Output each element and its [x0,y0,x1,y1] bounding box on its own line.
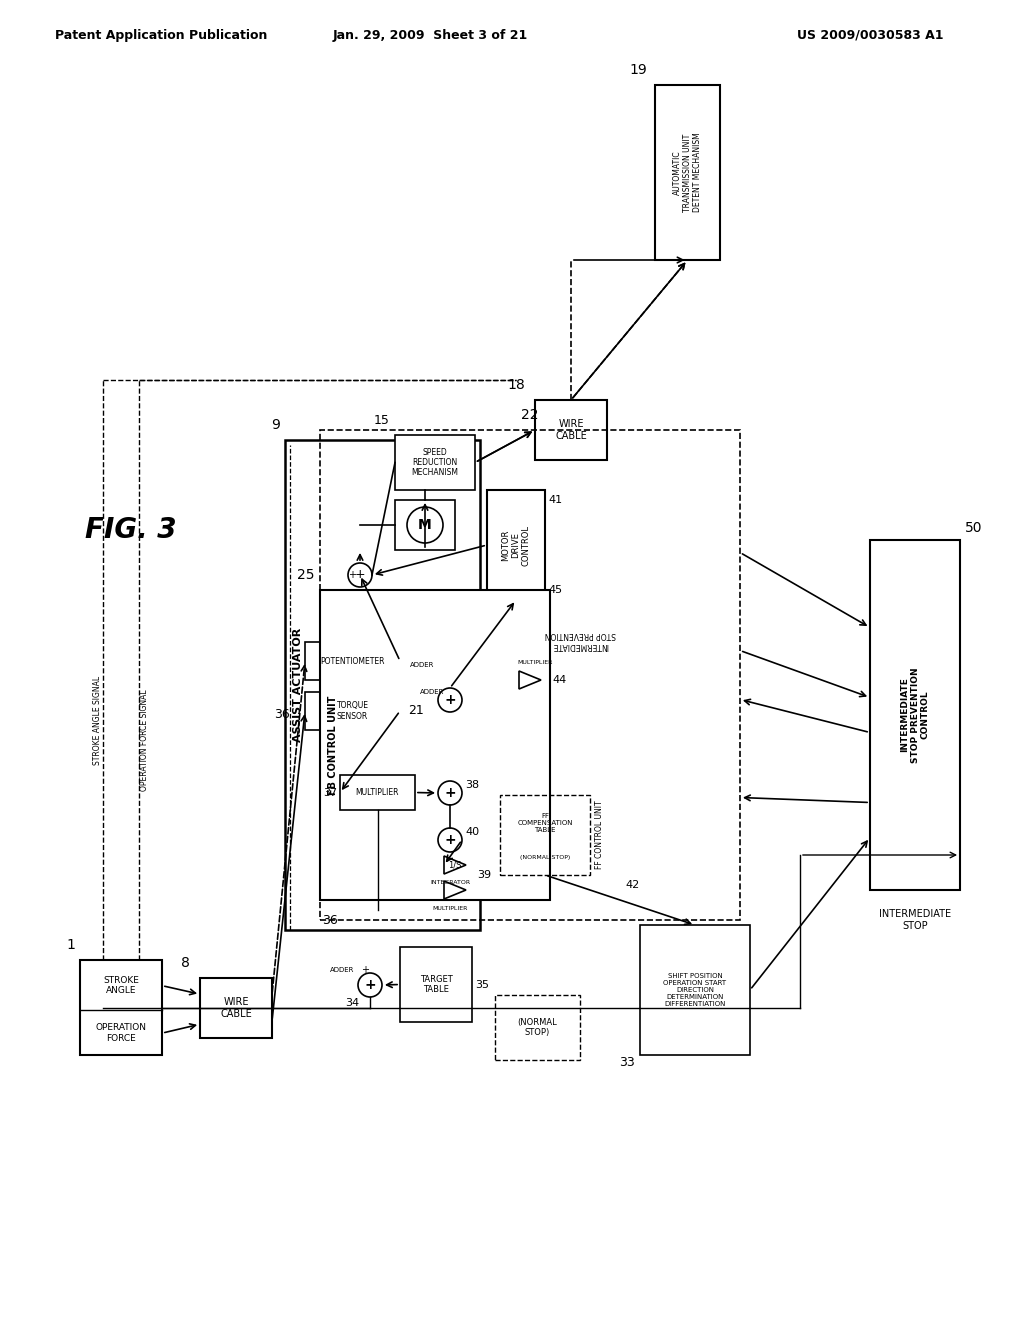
Text: +: + [361,965,369,975]
FancyBboxPatch shape [340,775,415,810]
Text: (NORMAL STOP): (NORMAL STOP) [520,855,570,859]
Text: 44: 44 [552,675,566,685]
FancyBboxPatch shape [305,692,400,730]
Text: WIRE
CABLE: WIRE CABLE [555,420,587,441]
Text: US 2009/0030583 A1: US 2009/0030583 A1 [797,29,943,41]
FancyBboxPatch shape [200,978,272,1038]
Text: 1: 1 [67,939,75,952]
Text: 40: 40 [465,828,479,837]
Text: 36: 36 [274,709,290,722]
Text: POTENTIOMETER: POTENTIOMETER [321,656,385,665]
Text: 18: 18 [507,378,525,392]
Text: MULTIPLIER: MULTIPLIER [432,906,468,911]
Text: INTERMEDIATE
STOP PREVENTION
CONTROL: INTERMEDIATE STOP PREVENTION CONTROL [900,667,930,763]
FancyBboxPatch shape [487,490,545,601]
Text: ADDER: ADDER [420,689,444,696]
Text: ASSIST ACTUATOR: ASSIST ACTUATOR [293,628,303,742]
Text: WIRE
CABLE: WIRE CABLE [220,997,252,1019]
Text: 50: 50 [965,521,982,535]
Text: OPERATION FORCE SIGNAL: OPERATION FORCE SIGNAL [139,689,148,791]
Text: +: + [444,785,456,800]
Text: 15: 15 [374,414,390,426]
Text: 9: 9 [271,418,280,432]
Text: FF CONTROL UNIT: FF CONTROL UNIT [595,801,604,870]
Text: INTERMEDIATE
STOP: INTERMEDIATE STOP [879,909,951,931]
Text: 1/S: 1/S [449,861,462,870]
Text: +: + [354,568,366,581]
Text: FB CONTROL UNIT: FB CONTROL UNIT [328,696,338,795]
FancyBboxPatch shape [319,590,550,900]
Text: 21: 21 [408,705,424,718]
Text: STROKE ANGLE SIGNAL: STROKE ANGLE SIGNAL [93,676,102,764]
Text: 8: 8 [181,956,190,970]
Text: +: + [365,978,376,993]
Text: +: + [444,693,456,708]
Text: MULTIPLIER: MULTIPLIER [517,660,553,664]
Text: ADDER: ADDER [410,663,434,668]
Text: FF
COMPENSATION
TABLE: FF COMPENSATION TABLE [517,813,572,833]
FancyBboxPatch shape [400,946,472,1022]
FancyBboxPatch shape [655,84,720,260]
Text: TARGET
TABLE: TARGET TABLE [420,974,453,994]
Text: MULTIPLIER: MULTIPLIER [355,788,399,797]
FancyBboxPatch shape [395,436,475,490]
Text: OPERATION
FORCE: OPERATION FORCE [95,1023,146,1043]
Text: 25: 25 [298,568,315,582]
Text: 37: 37 [323,788,337,797]
Text: +: + [348,570,356,579]
Text: (NORMAL
STOP): (NORMAL STOP) [517,1018,557,1038]
Text: 35: 35 [475,979,489,990]
Text: 22: 22 [521,408,539,422]
Text: 45: 45 [548,585,562,595]
Text: 34: 34 [345,998,359,1008]
Text: 39: 39 [477,870,492,880]
Text: 42: 42 [625,880,639,890]
Text: M: M [418,517,432,532]
Text: 33: 33 [620,1056,635,1069]
Text: +: + [444,833,456,847]
Text: 41: 41 [548,495,562,506]
FancyBboxPatch shape [640,925,750,1055]
Text: INTEGRATOR: INTEGRATOR [430,880,470,886]
Text: AUTOMATIC
TRANSMISSION UNIT
DETENT MECHANISM: AUTOMATIC TRANSMISSION UNIT DETENT MECHA… [673,132,702,213]
Text: INTERMEDIATE
STOP PREVENTION: INTERMEDIATE STOP PREVENTION [545,630,615,649]
Text: ADDER: ADDER [330,968,354,973]
FancyBboxPatch shape [80,960,162,1055]
FancyBboxPatch shape [285,440,480,931]
Text: 36: 36 [323,913,338,927]
Text: STROKE
ANGLE: STROKE ANGLE [103,975,139,995]
FancyBboxPatch shape [395,500,455,550]
Text: FIG. 3: FIG. 3 [85,516,176,544]
Text: TORQUE
SENSOR: TORQUE SENSOR [337,701,369,721]
Text: Patent Application Publication: Patent Application Publication [55,29,267,41]
FancyBboxPatch shape [535,400,607,459]
Text: SHIFT POSITION
OPERATION START
DIRECTION
DETERMINATION
DIFFERENTIATION: SHIFT POSITION OPERATION START DIRECTION… [664,973,727,1007]
Text: MOTOR
DRIVE
CONTROL: MOTOR DRIVE CONTROL [501,524,530,565]
Text: Jan. 29, 2009  Sheet 3 of 21: Jan. 29, 2009 Sheet 3 of 21 [333,29,527,41]
Text: 38: 38 [465,780,479,789]
Text: SPEED
REDUCTION
MECHANISM: SPEED REDUCTION MECHANISM [412,447,459,478]
Text: 19: 19 [630,63,647,77]
FancyBboxPatch shape [305,642,400,680]
FancyBboxPatch shape [870,540,961,890]
